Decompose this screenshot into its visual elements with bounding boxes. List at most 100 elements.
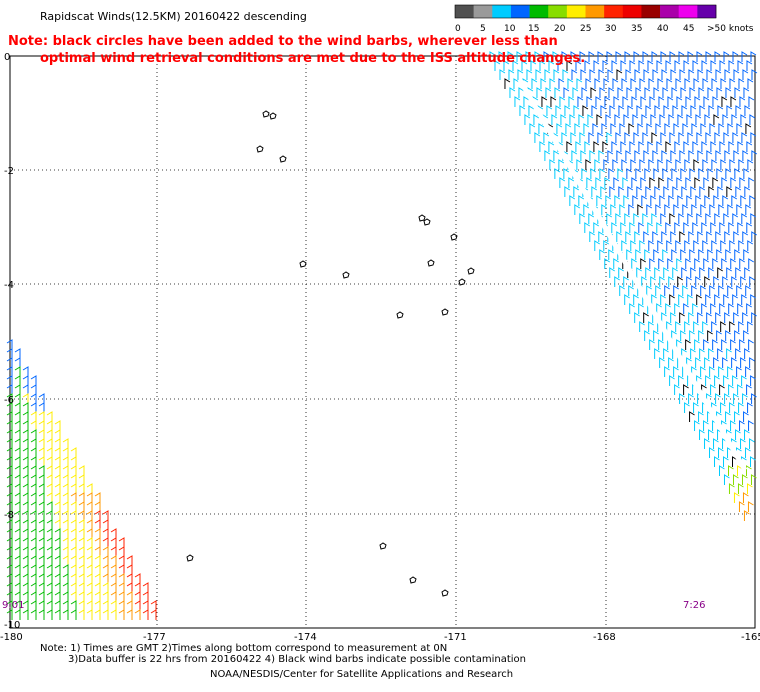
wind-barb bbox=[662, 87, 669, 98]
wind-barb bbox=[623, 195, 630, 206]
wind-barb bbox=[142, 591, 149, 602]
wind-barb bbox=[652, 150, 659, 161]
wind-barb bbox=[597, 51, 604, 62]
wind-barb bbox=[550, 96, 557, 107]
wind-barb bbox=[703, 420, 709, 431]
wind-barb bbox=[710, 303, 716, 314]
wind-barb bbox=[599, 87, 606, 98]
wind-barb bbox=[694, 420, 700, 431]
wind-barb bbox=[594, 159, 601, 170]
wind-barb bbox=[673, 285, 679, 296]
island-outline bbox=[458, 278, 466, 286]
wind-barb bbox=[649, 177, 656, 188]
wind-barb bbox=[698, 330, 704, 341]
island-outline bbox=[342, 271, 350, 279]
wind-barb bbox=[717, 348, 723, 359]
wind-barb bbox=[723, 375, 729, 386]
wind-barb bbox=[38, 537, 45, 548]
wind-barb bbox=[716, 168, 723, 179]
wind-barb bbox=[697, 69, 704, 80]
wind-barb bbox=[670, 150, 677, 161]
wind-barb bbox=[22, 411, 29, 422]
wind-barb bbox=[62, 465, 69, 476]
wind-barb bbox=[22, 546, 29, 557]
wind-barb bbox=[78, 573, 85, 584]
wind-barb bbox=[744, 348, 750, 359]
wind-barb bbox=[723, 456, 729, 467]
wind-barb bbox=[736, 123, 743, 134]
wind-barb bbox=[747, 78, 754, 89]
wind-barb bbox=[668, 357, 674, 368]
wind-barb bbox=[118, 600, 125, 611]
wind-barb bbox=[624, 213, 631, 224]
wind-barb bbox=[680, 87, 687, 98]
wind-barb bbox=[717, 105, 724, 116]
wind-barb bbox=[701, 222, 708, 233]
wind-barb bbox=[54, 456, 61, 467]
wind-barb bbox=[736, 366, 742, 377]
wind-barb bbox=[70, 582, 77, 593]
island-outline bbox=[396, 311, 404, 319]
wind-barb bbox=[723, 213, 730, 224]
wind-barb bbox=[14, 420, 21, 431]
wind-barb bbox=[14, 447, 21, 458]
wind-barb bbox=[62, 537, 69, 548]
wind-barb bbox=[78, 600, 85, 611]
wind-barb bbox=[30, 474, 37, 485]
wind-barb bbox=[46, 600, 53, 611]
wind-barb bbox=[102, 528, 109, 539]
wind-barb bbox=[86, 537, 93, 548]
wind-barb bbox=[671, 330, 677, 341]
wind-barb bbox=[658, 339, 664, 350]
wind-barb bbox=[728, 60, 735, 71]
wind-barb bbox=[86, 555, 93, 566]
wind-barb bbox=[102, 519, 109, 530]
wind-barb bbox=[601, 204, 608, 215]
wind-barb bbox=[561, 132, 568, 143]
wind-barb bbox=[717, 186, 724, 197]
wind-barb bbox=[611, 60, 618, 71]
wind-barb bbox=[699, 186, 706, 197]
wind-barb bbox=[739, 420, 745, 431]
wind-barb bbox=[70, 591, 77, 602]
island-outline bbox=[427, 259, 435, 267]
wind-barb bbox=[633, 51, 640, 62]
wind-barb bbox=[589, 69, 596, 80]
wind-barb bbox=[22, 474, 29, 485]
wind-barb bbox=[713, 195, 720, 206]
wind-barb bbox=[653, 330, 659, 341]
wind-barb bbox=[692, 141, 699, 152]
wind-barb bbox=[519, 105, 526, 116]
wind-barb bbox=[633, 213, 640, 224]
wind-barb bbox=[732, 213, 739, 224]
wind-barb bbox=[586, 96, 593, 107]
wind-barb bbox=[6, 366, 13, 377]
wind-barb bbox=[741, 213, 748, 224]
wind-barb bbox=[573, 105, 580, 116]
note-line-2: optimal wind retrieval conditions are me… bbox=[40, 51, 585, 66]
wind-barb bbox=[716, 249, 723, 260]
wind-barb bbox=[38, 420, 45, 431]
wind-barb bbox=[539, 60, 546, 71]
wind-barb bbox=[751, 312, 757, 323]
wind-barb bbox=[661, 231, 668, 242]
wind-barb bbox=[730, 420, 736, 431]
wind-barb bbox=[714, 51, 721, 62]
wind-barb bbox=[636, 267, 642, 278]
wind-barb bbox=[714, 213, 721, 224]
wind-barb bbox=[681, 105, 688, 116]
wind-barb bbox=[642, 213, 649, 224]
wind-barb bbox=[621, 159, 628, 170]
wind-barb bbox=[94, 582, 101, 593]
wind-barb bbox=[738, 402, 744, 413]
wind-barb bbox=[742, 492, 749, 503]
wind-barb bbox=[661, 69, 668, 80]
wind-barb bbox=[30, 384, 37, 395]
wind-barb bbox=[705, 51, 712, 62]
wind-barb bbox=[593, 141, 600, 152]
wind-barb bbox=[6, 384, 13, 395]
wind-barb bbox=[616, 69, 623, 80]
wind-barb bbox=[624, 132, 631, 143]
wind-barb bbox=[713, 357, 719, 368]
wind-barb bbox=[721, 96, 728, 107]
